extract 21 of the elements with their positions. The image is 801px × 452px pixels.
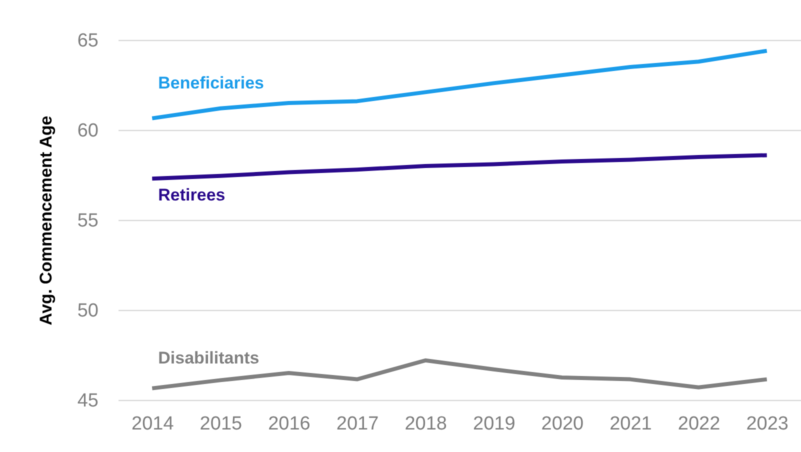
y-tick-label: 45 bbox=[77, 390, 98, 412]
x-tick-label: 2016 bbox=[268, 414, 310, 434]
x-tick-label: 2020 bbox=[541, 414, 584, 434]
line-series bbox=[150, 153, 769, 181]
series-label: Beneficiaries bbox=[158, 73, 264, 92]
y-axis-title: Avg. Commencement Age bbox=[36, 116, 56, 326]
y-tick-label: 60 bbox=[77, 120, 98, 142]
y-tick-label: 55 bbox=[77, 210, 98, 232]
line-series bbox=[150, 48, 769, 120]
y-tick-label: 50 bbox=[77, 300, 98, 322]
x-tick-label: 2023 bbox=[746, 414, 788, 434]
series-label: Retirees bbox=[158, 186, 226, 205]
x-tick-label: 2022 bbox=[678, 414, 720, 434]
x-tick-label: 2017 bbox=[336, 414, 379, 434]
series-label: Disabilitants bbox=[158, 348, 260, 368]
y-tick-label: 65 bbox=[77, 30, 98, 52]
x-tick-label: 2019 bbox=[473, 414, 516, 434]
x-tick-label: 2018 bbox=[404, 414, 447, 434]
x-tick-label: 2014 bbox=[132, 414, 174, 434]
x-tick-label: 2015 bbox=[200, 414, 242, 434]
x-tick-label: 2021 bbox=[610, 414, 652, 434]
